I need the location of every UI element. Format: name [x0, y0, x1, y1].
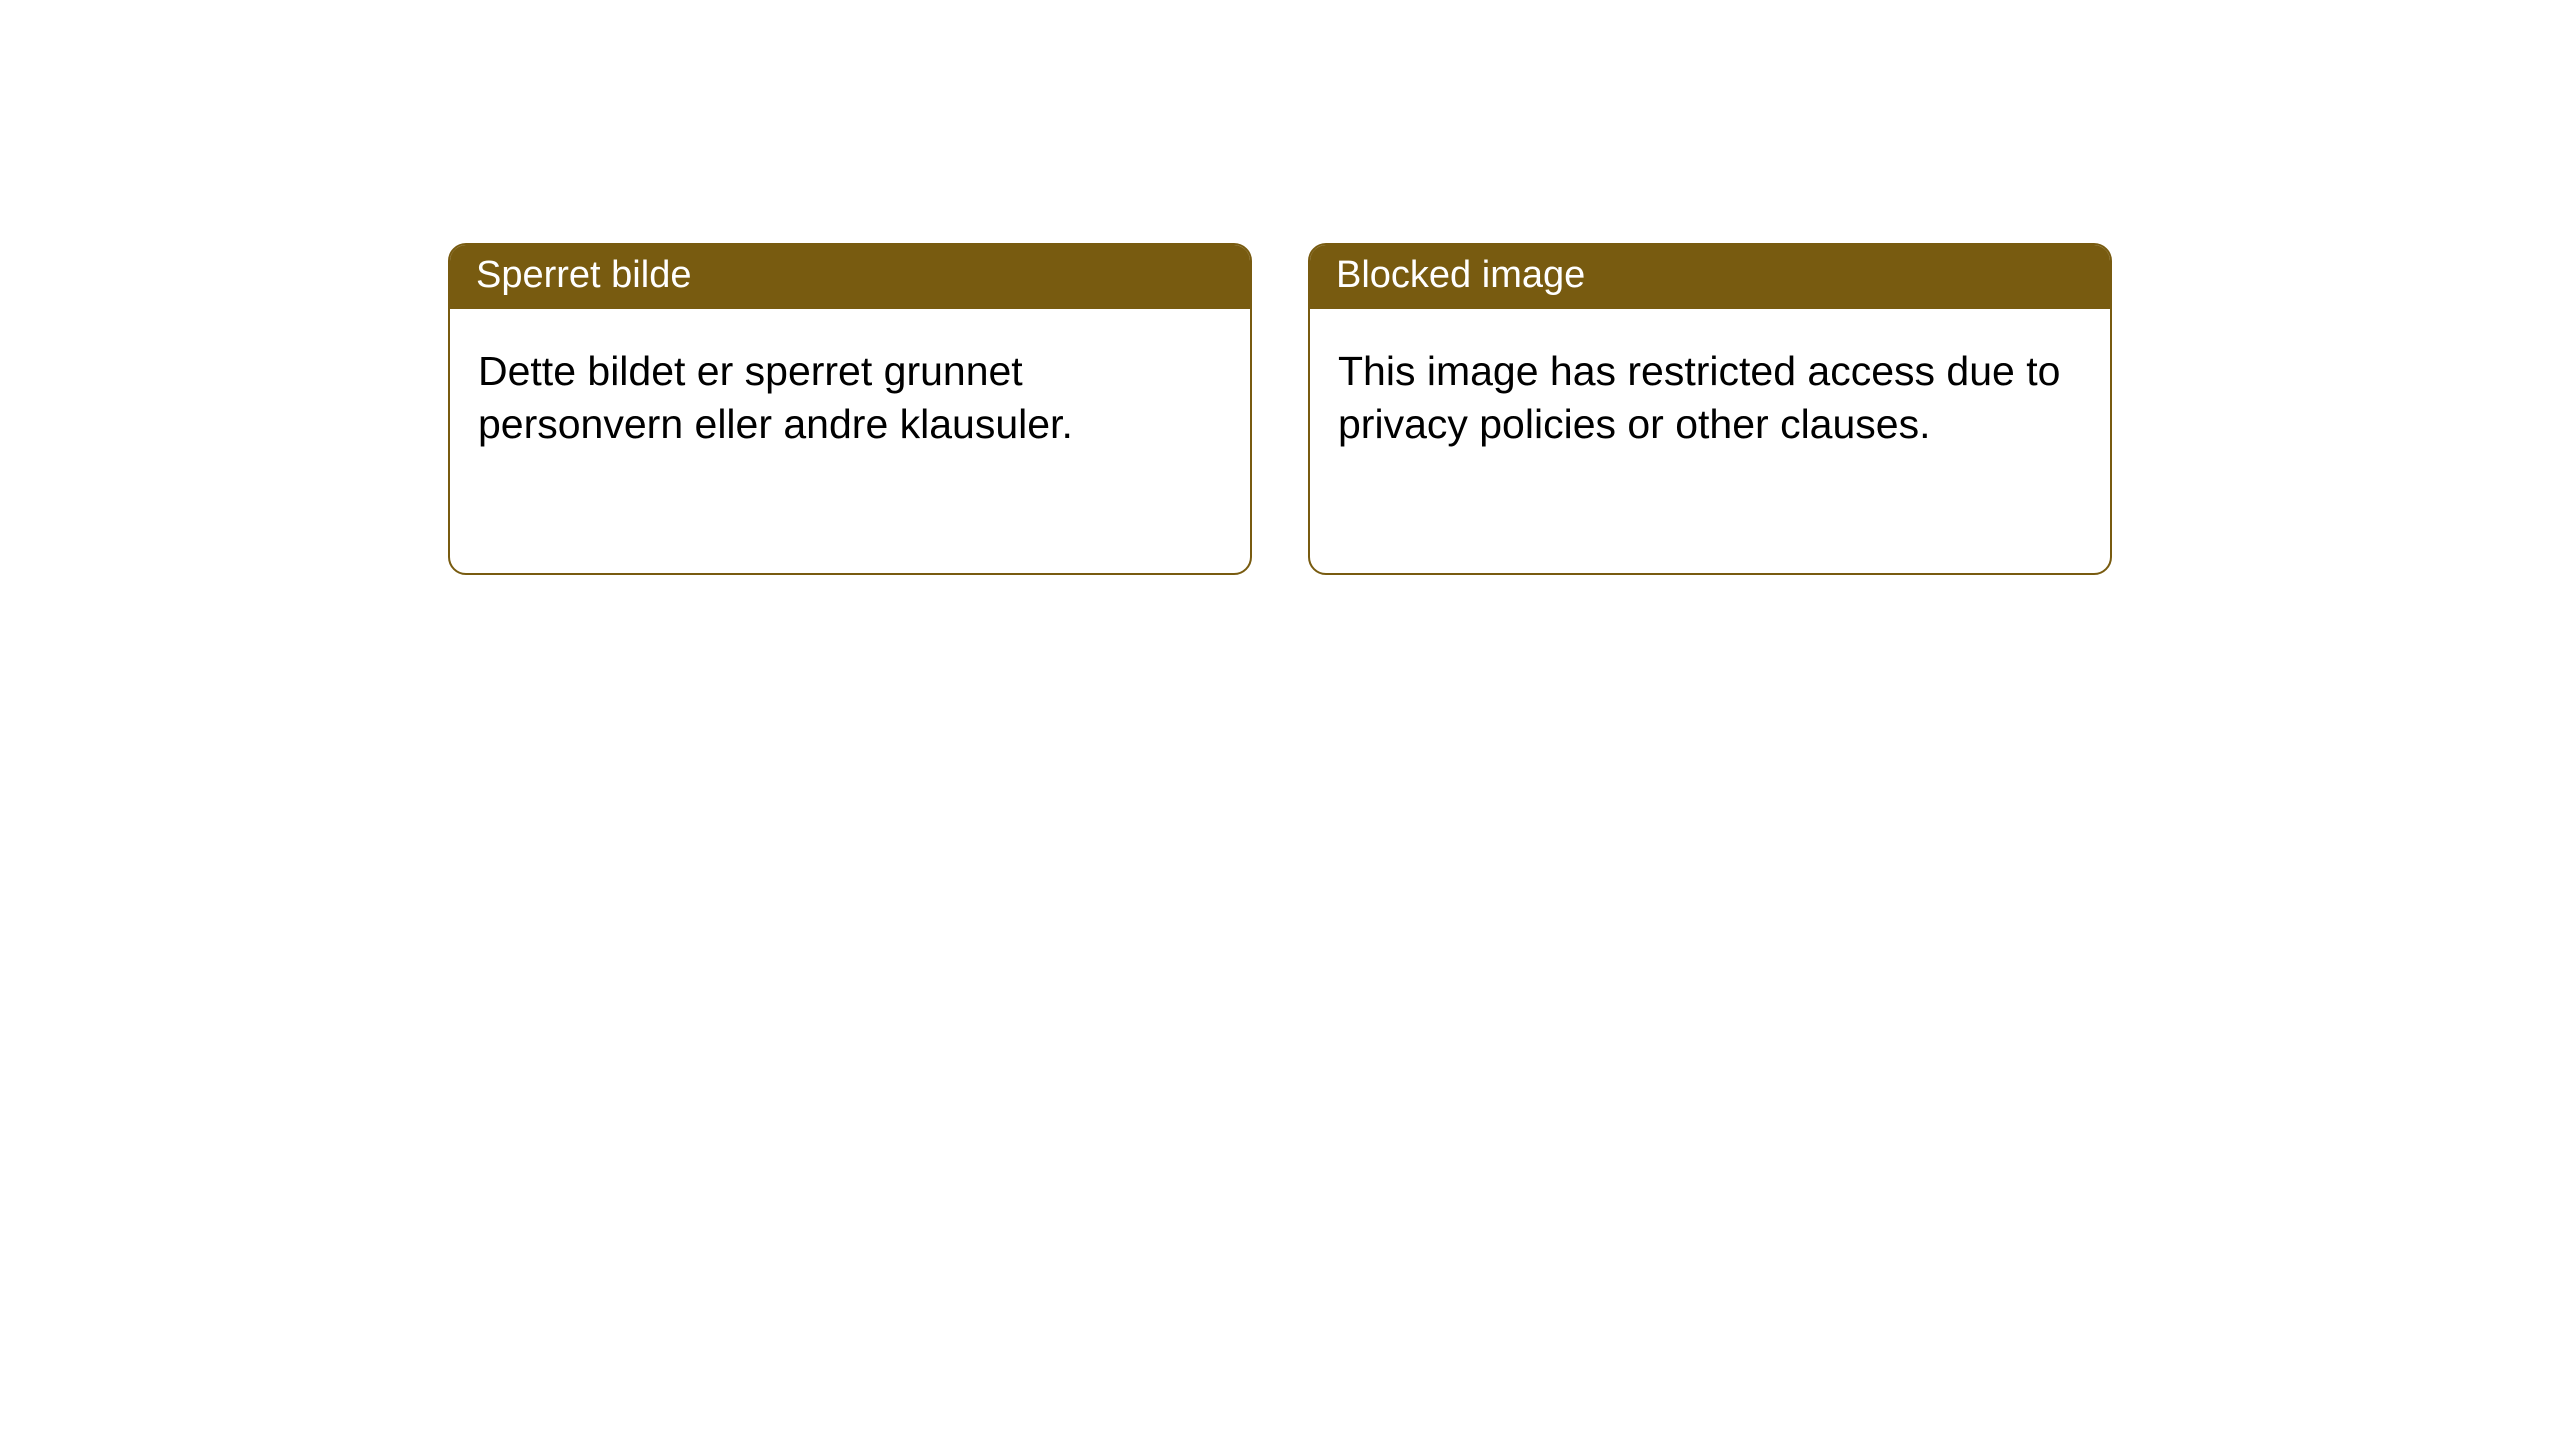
card-header-en: Blocked image: [1310, 245, 2110, 309]
card-body-en: This image has restricted access due to …: [1310, 309, 2110, 488]
blocked-image-card-no: Sperret bilde Dette bildet er sperret gr…: [448, 243, 1252, 575]
card-body-text-en: This image has restricted access due to …: [1338, 348, 2060, 447]
notice-cards-container: Sperret bilde Dette bildet er sperret gr…: [0, 0, 2560, 575]
card-header-text-en: Blocked image: [1336, 254, 1585, 296]
card-body-text-no: Dette bildet er sperret grunnet personve…: [478, 348, 1073, 447]
card-header-no: Sperret bilde: [450, 245, 1250, 309]
card-header-text-no: Sperret bilde: [476, 254, 691, 296]
card-body-no: Dette bildet er sperret grunnet personve…: [450, 309, 1250, 488]
blocked-image-card-en: Blocked image This image has restricted …: [1308, 243, 2112, 575]
